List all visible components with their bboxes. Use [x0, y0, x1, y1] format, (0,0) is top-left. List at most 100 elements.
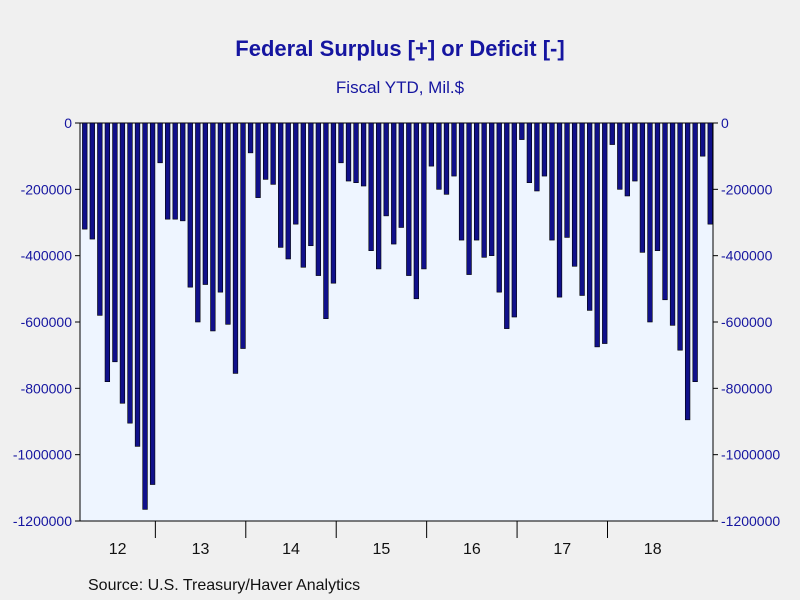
bar — [617, 122, 623, 190]
x-tick-label: 17 — [553, 541, 571, 558]
bar — [97, 122, 103, 316]
bar — [315, 122, 322, 276]
bar — [187, 122, 193, 288]
bar — [353, 122, 359, 184]
bar — [594, 122, 600, 348]
plot-area — [79, 122, 714, 522]
bar — [104, 122, 111, 383]
bar — [639, 122, 646, 253]
bar — [564, 122, 570, 238]
bar — [458, 122, 465, 241]
y-tick-label-right: -800000 — [721, 380, 773, 396]
bar — [225, 122, 231, 325]
bar — [669, 122, 676, 326]
bar — [677, 122, 683, 351]
bar — [180, 122, 186, 222]
bar — [247, 122, 254, 154]
y-tick-label-left: -1200000 — [13, 513, 72, 529]
bar — [549, 122, 555, 241]
x-tick-label: 16 — [463, 541, 481, 558]
bar — [149, 122, 156, 485]
bar — [210, 122, 216, 332]
bar — [436, 122, 442, 190]
bar — [511, 122, 517, 318]
x-tick-label: 12 — [109, 541, 127, 558]
bar — [413, 122, 419, 300]
bar — [195, 122, 201, 323]
bar — [285, 122, 291, 260]
bar — [134, 122, 141, 447]
bar — [707, 122, 713, 225]
bar — [692, 122, 698, 383]
bar — [202, 122, 208, 285]
bar — [609, 122, 615, 145]
bar — [489, 122, 495, 256]
bar — [519, 122, 525, 140]
bar — [579, 122, 585, 296]
x-tick-label: 14 — [282, 541, 300, 558]
bar — [662, 122, 668, 301]
bar — [587, 122, 593, 311]
bar — [421, 122, 427, 270]
bar — [534, 122, 540, 192]
bar — [443, 122, 450, 195]
bar — [89, 122, 95, 240]
bar — [345, 122, 352, 182]
bar — [376, 122, 382, 270]
bars-group — [82, 122, 713, 510]
y-tick-label-left: -600000 — [21, 314, 73, 330]
chart-subtitle: Fiscal YTD, Mil.$ — [335, 78, 465, 97]
bar — [338, 122, 344, 164]
bar — [526, 122, 533, 184]
bar — [240, 122, 246, 349]
bar — [481, 122, 487, 258]
y-tick-label-left: 0 — [64, 115, 72, 131]
y-tick-label-left: -800000 — [21, 380, 73, 396]
bar — [232, 122, 239, 374]
bar — [172, 122, 178, 220]
source-note: Source: U.S. Treasury/Haver Analytics — [88, 577, 361, 594]
bar — [157, 122, 163, 164]
bar — [308, 122, 314, 247]
x-tick-label: 18 — [644, 541, 662, 558]
bar — [262, 122, 269, 180]
bar — [165, 122, 171, 220]
bar — [398, 122, 404, 228]
y-tick-label-right: -400000 — [721, 248, 773, 264]
bar — [82, 122, 88, 230]
axes-group: 0 0 -200000 -200000 -400000 -400000 -600000 -60… — [13, 115, 781, 558]
bar — [647, 122, 653, 323]
x-tick-label: 15 — [373, 541, 391, 558]
bar — [391, 122, 397, 245]
y-tick-label-right: 0 — [721, 115, 729, 131]
bar — [127, 122, 133, 424]
bar — [473, 122, 480, 241]
bar — [632, 122, 638, 182]
bar — [684, 122, 691, 421]
bar — [142, 122, 148, 510]
bar — [451, 122, 457, 177]
bar — [278, 122, 284, 248]
bar — [270, 122, 276, 185]
bar — [428, 122, 435, 167]
bar — [323, 122, 329, 319]
x-tick-label: 13 — [192, 541, 210, 558]
bar — [541, 122, 548, 177]
y-tick-label-right: -1200000 — [721, 513, 780, 529]
y-tick-label-left: -400000 — [21, 248, 73, 264]
y-tick-label-left: -1000000 — [13, 447, 72, 463]
bar — [255, 122, 261, 198]
y-tick-label-right: -200000 — [721, 181, 773, 197]
bar — [330, 122, 337, 284]
bar — [217, 122, 224, 293]
bar — [300, 122, 306, 268]
chart-title: Federal Surplus [+] or Deficit [-] — [235, 36, 565, 61]
bar — [360, 122, 367, 187]
bar — [368, 122, 374, 251]
bar — [556, 122, 563, 298]
bar — [119, 122, 126, 404]
bar — [700, 122, 706, 157]
bar — [504, 122, 510, 329]
y-tick-label-right: -600000 — [721, 314, 773, 330]
